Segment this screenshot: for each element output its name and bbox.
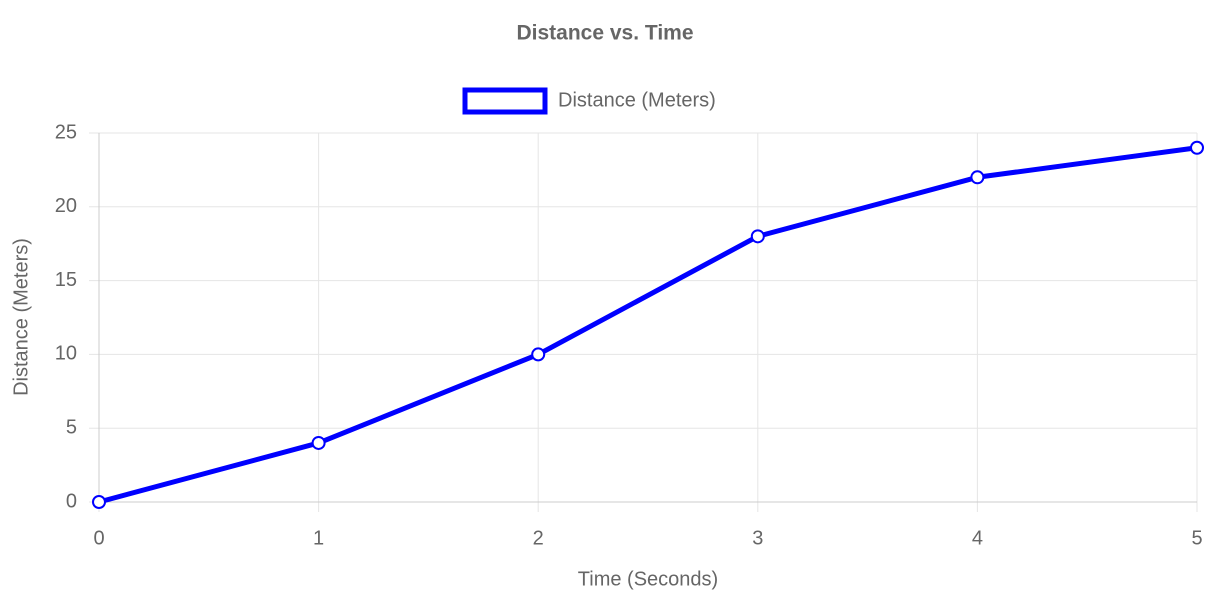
y-tick-label: 0 [66,490,77,512]
x-tick-label: 5 [1191,527,1202,549]
data-line [98,145,1198,505]
y-tick-label: 25 [55,121,77,143]
x-axis-title: Time (Seconds) [578,568,718,590]
x-tick-label: 2 [533,527,544,549]
x-tick-label: 4 [972,527,983,549]
y-tick-label: 15 [55,269,77,291]
y-tick-label: 5 [66,416,77,438]
x-tick-label: 0 [93,527,104,549]
legend-swatch [462,87,548,115]
y-axis-title: Distance (Meters) [10,238,32,396]
chart-title: Distance vs. Time [516,22,693,45]
y-tick-label: 20 [55,195,77,217]
data-point [311,435,326,450]
data-point [1190,140,1204,155]
data-point [531,347,546,362]
legend-label: Distance (Meters) [558,89,716,111]
data-point [92,495,106,509]
x-tick-label: 3 [752,527,763,549]
data-point [970,170,985,185]
x-tick-label: 1 [313,527,324,549]
y-tick-label: 10 [55,343,77,365]
data-point [750,229,765,244]
